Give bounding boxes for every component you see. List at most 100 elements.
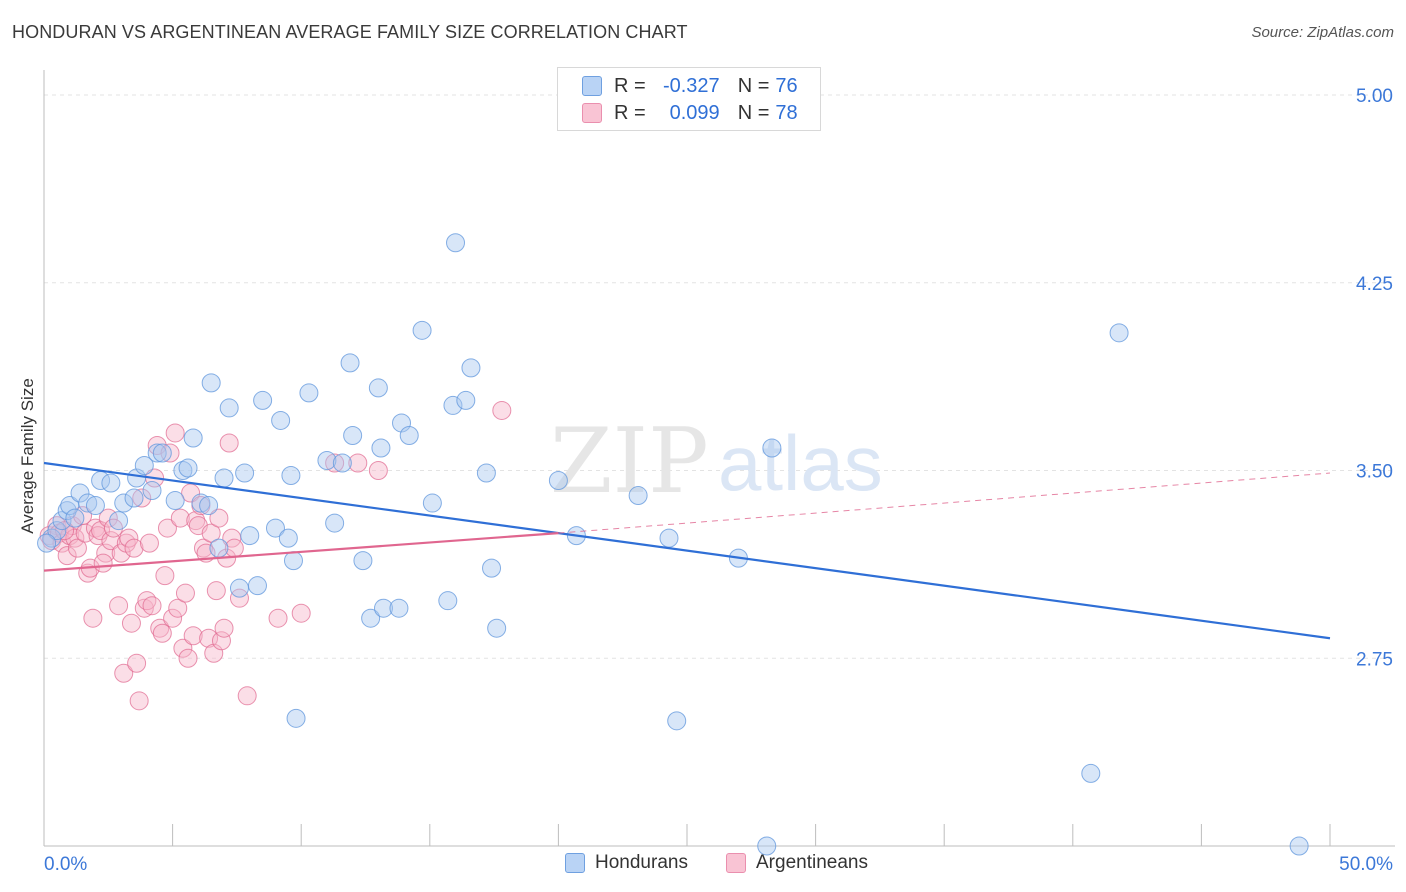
honduran-point: [199, 496, 219, 516]
hondurans-swatch: [582, 76, 602, 96]
honduran-point: [70, 483, 90, 503]
honduran-point: [271, 410, 291, 430]
argentinean-point: [67, 538, 87, 558]
argentinean-point: [183, 626, 203, 646]
y-axis-label: Average Family Size: [18, 378, 37, 534]
argentinean-point: [168, 598, 188, 618]
honduran-point: [201, 373, 221, 393]
series-legend: Hondurans Argentineans: [0, 852, 1406, 878]
chart-title: HONDURAN VS ARGENTINEAN AVERAGE FAMILY S…: [12, 22, 688, 42]
argentinean-point: [209, 508, 229, 528]
argentinean-point: [150, 618, 170, 638]
argentinean-point: [109, 596, 129, 616]
argentinean-point: [165, 423, 185, 443]
honduran-point: [371, 438, 391, 458]
honduran-point: [235, 463, 255, 483]
honduran-point: [229, 578, 249, 598]
honduran-point: [281, 466, 301, 486]
argentinean-point: [291, 603, 311, 623]
honduran-point: [142, 481, 162, 501]
honduran-point: [209, 538, 229, 558]
hondurans-points: [37, 233, 1309, 856]
honduran-point: [124, 488, 144, 508]
honduran-point: [247, 576, 267, 596]
argentinean-point: [214, 618, 234, 638]
argentineans-trendline-extension: [558, 472, 1331, 534]
argentineans-points: [39, 400, 512, 711]
honduran-point: [78, 493, 98, 513]
argentinean-point: [88, 526, 108, 546]
honduran-point: [183, 428, 203, 448]
honduran-point: [101, 473, 121, 493]
honduran-point: [47, 521, 67, 541]
honduran-point: [548, 471, 568, 491]
argentinean-point: [186, 511, 206, 531]
argentineans-trendline: [43, 531, 559, 572]
honduran-point: [332, 453, 352, 473]
argentinean-point: [163, 608, 183, 628]
argentinean-point: [229, 588, 249, 608]
argentinean-point: [178, 648, 198, 668]
argentinean-point: [268, 608, 288, 628]
honduran-point: [374, 598, 394, 618]
x-tick-label: 0.0%: [44, 854, 87, 875]
argentinean-point: [83, 608, 103, 628]
n-label: N =: [737, 74, 770, 97]
argentinean-point: [124, 538, 144, 558]
honduran-point: [487, 618, 507, 638]
honduran-point: [214, 468, 234, 488]
honduran-point: [757, 836, 777, 856]
argentinean-point: [57, 546, 77, 566]
argentineans-n-value: 78: [775, 101, 798, 124]
honduran-point: [178, 458, 198, 478]
grid-lines: [44, 94, 1395, 659]
argentinean-point: [348, 453, 368, 473]
honduran-point: [219, 398, 239, 418]
honduran-point: [368, 378, 388, 398]
argentinean-point: [119, 528, 139, 548]
honduran-point: [476, 463, 496, 483]
honduran-point: [659, 528, 679, 548]
honduran-point: [422, 493, 442, 513]
honduran-point: [456, 390, 476, 410]
honduran-point: [412, 320, 432, 340]
y-tick-label: 2.75: [1356, 649, 1393, 670]
honduran-point: [57, 501, 77, 521]
legend-item-hondurans[interactable]: Hondurans: [565, 852, 688, 874]
honduran-point: [265, 518, 285, 538]
honduran-point: [191, 493, 211, 513]
honduran-point: [667, 711, 687, 731]
stats-legend: R = -0.327 N = 76 R = 0.099 N = 78: [557, 67, 821, 131]
argentinean-point: [492, 400, 512, 420]
legend-row-hondurans: R = -0.327 N = 76: [582, 73, 798, 99]
honduran-point: [325, 513, 345, 533]
honduran-point: [240, 526, 260, 546]
honduran-point: [253, 390, 273, 410]
argentinean-point: [155, 566, 175, 586]
argentinean-point: [134, 598, 154, 618]
honduran-point: [628, 486, 648, 506]
hondurans-n-value: 76: [775, 74, 798, 97]
y-tick-label: 3.50: [1356, 462, 1393, 483]
honduran-point: [165, 491, 185, 511]
argentinean-point: [368, 461, 388, 481]
argentinean-point: [325, 453, 345, 473]
hondurans-r-value: -0.327: [662, 74, 720, 97]
honduran-point: [278, 528, 298, 548]
y-tick-label: 4.25: [1356, 274, 1393, 295]
r-label: R =: [614, 74, 646, 97]
y-tick-label: 5.00: [1356, 86, 1393, 107]
argentineans-r-value: 0.099: [669, 101, 720, 124]
honduran-point: [438, 591, 458, 611]
honduran-point: [482, 558, 502, 578]
tick-labels: 2.75 3.50 4.25 5.00 0.0% 50.0%: [44, 86, 1393, 875]
argentinean-point: [137, 591, 157, 611]
argentinean-point: [193, 538, 213, 558]
honduran-point: [762, 438, 782, 458]
source-label: Source: ZipAtlas.com: [1251, 24, 1394, 41]
honduran-point: [361, 608, 381, 628]
argentinean-point: [201, 523, 221, 543]
honduran-point: [446, 233, 466, 253]
legend-item-argentineans[interactable]: Argentineans: [726, 852, 868, 874]
